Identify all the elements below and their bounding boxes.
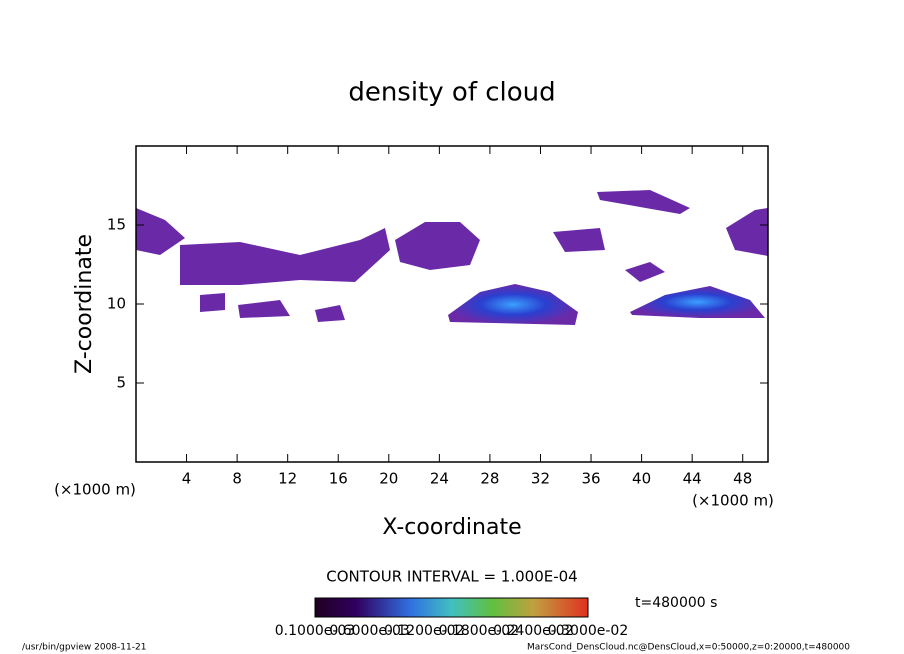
cloud-region bbox=[136, 208, 185, 255]
x-unit-label: (×1000 m) bbox=[54, 481, 136, 499]
colorbar-label: 0.1200e-02 bbox=[384, 623, 464, 639]
y-tick-label: 5 bbox=[116, 374, 126, 392]
x-tick-label: 48 bbox=[733, 470, 752, 488]
cloud-region bbox=[448, 284, 578, 325]
x-axis-label: X-coordinate bbox=[382, 515, 521, 540]
x-tick-label: 4 bbox=[182, 470, 192, 488]
cloud-region bbox=[597, 190, 690, 214]
footer-left: /usr/bin/gpview 2008-11-21 bbox=[22, 643, 146, 653]
x-tick-label: 36 bbox=[581, 470, 600, 488]
x-tick-label: 20 bbox=[379, 470, 398, 488]
cloud-region bbox=[395, 222, 480, 270]
x-tick-label: 12 bbox=[278, 470, 297, 488]
time-label: t=480000 s bbox=[635, 595, 717, 611]
colorbar-label: 0.3000e-02 bbox=[548, 623, 628, 639]
colorbar-label: 0.1800e-02 bbox=[439, 623, 519, 639]
cloud-region bbox=[238, 300, 290, 318]
x-tick-label: 32 bbox=[531, 470, 550, 488]
cloud-region bbox=[625, 262, 665, 282]
contour-interval: CONTOUR INTERVAL = 1.000E-04 bbox=[326, 568, 577, 586]
cloud-region bbox=[630, 286, 765, 318]
colorbar-label: 0.1000e-03 bbox=[275, 623, 355, 639]
x-tick-label: 44 bbox=[683, 470, 702, 488]
y-tick-label: 10 bbox=[107, 295, 126, 313]
colorbar-label: 0.2400e-02 bbox=[493, 623, 573, 639]
footer-right: MarsCond_DensCloud.nc@DensCloud,x=0:5000… bbox=[527, 643, 850, 653]
y-axis-label: Z-coordinate bbox=[72, 234, 97, 374]
cloud-region bbox=[553, 228, 605, 252]
x-tick-label: 16 bbox=[329, 470, 348, 488]
colorbar bbox=[314, 597, 589, 618]
x-unit-label: (×1000 m) bbox=[692, 492, 774, 510]
x-tick-label: 24 bbox=[430, 470, 449, 488]
x-tick-label: 40 bbox=[632, 470, 651, 488]
cloud-regions bbox=[136, 190, 768, 325]
colorbar-label: 0.6000e-03 bbox=[329, 623, 409, 639]
x-tick-label: 28 bbox=[480, 470, 499, 488]
cloud-region bbox=[200, 293, 225, 312]
cloud-region bbox=[180, 228, 390, 285]
y-tick-label: 15 bbox=[107, 216, 126, 234]
cloud-region bbox=[315, 305, 345, 322]
chart-title: density of cloud bbox=[348, 78, 555, 108]
cloud-region bbox=[726, 208, 768, 256]
x-tick-label: 8 bbox=[232, 470, 242, 488]
